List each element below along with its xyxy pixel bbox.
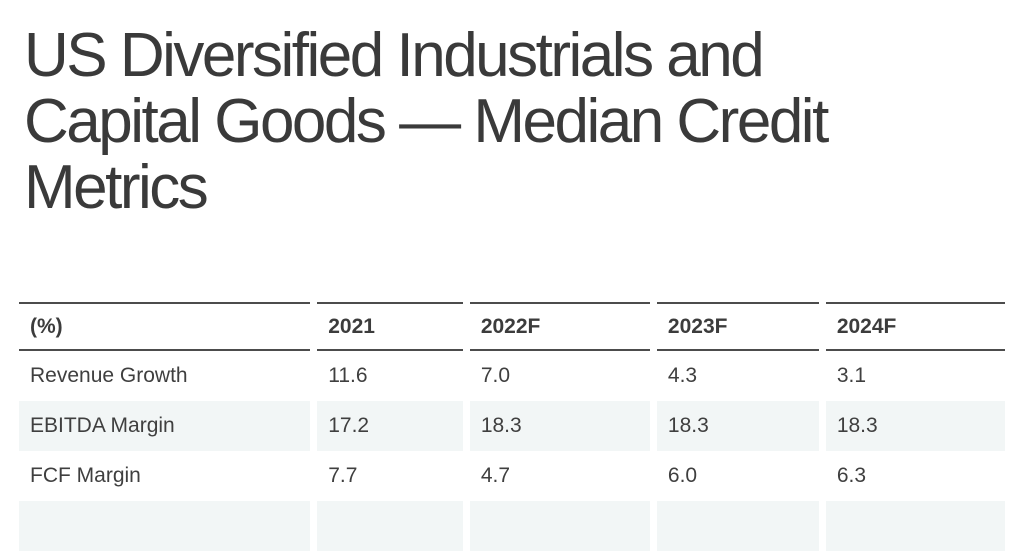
cell-value: 7.0: [480, 364, 511, 387]
credit-metrics-table: (%) 2021 2022F 2023F 2024F Revenue Growt…: [12, 302, 1012, 551]
cell-value: 7.7: [328, 464, 358, 487]
page-title: US Diversified Industrials and Capital G…: [24, 23, 1024, 221]
cell-value: 3.1: [836, 364, 867, 387]
cell-value: 17.2: [317, 401, 463, 451]
page-title-line-2: Capital Goods — Median Credit: [24, 87, 829, 156]
table-header-row: (%) 2021 2022F 2023F 2024F: [19, 302, 1005, 351]
cell-value: 6.0: [667, 464, 698, 487]
page-title-line-3: Metrics: [24, 153, 209, 222]
cell-value: 18.3: [825, 401, 1005, 451]
cell-value: 4.7: [480, 464, 511, 487]
cell-value: 18.3: [469, 401, 650, 451]
report-page: US Diversified Industrials and Capital G…: [0, 23, 1024, 551]
cell-value: 11.6: [328, 364, 368, 387]
cell-value: [469, 501, 650, 551]
column-header-2023f: 2023F: [656, 302, 819, 351]
cell-value: [656, 501, 819, 551]
table-row-ebitda-margin: EBITDA Margin 17.2 18.3 18.3 18.3: [19, 401, 1005, 451]
row-label: [19, 501, 311, 551]
cell-value: 4.3: [667, 364, 698, 387]
row-label: EBITDA Margin: [19, 401, 311, 451]
table-row-revenue-growth: Revenue Growth 11.6 7.0 4.3 3.1: [19, 351, 1005, 401]
column-header-2022f: 2022F: [469, 302, 650, 351]
cell-value: [317, 501, 463, 551]
row-label: FCF Margin: [30, 464, 141, 487]
column-header-2021: 2021: [317, 302, 463, 351]
cell-value: 18.3: [656, 401, 819, 451]
table-row-fcf-margin: FCF Margin 7.7 4.7 6.0 6.3: [19, 451, 1005, 501]
cell-value: 6.3: [836, 464, 867, 487]
page-title-line-1: US Diversified Industrials and: [24, 21, 765, 90]
column-header-units: (%): [19, 302, 311, 351]
table-row-partial: [19, 501, 1005, 551]
cell-value: [825, 501, 1005, 551]
column-header-2024f: 2024F: [825, 302, 1005, 351]
row-label: Revenue Growth: [30, 364, 188, 387]
